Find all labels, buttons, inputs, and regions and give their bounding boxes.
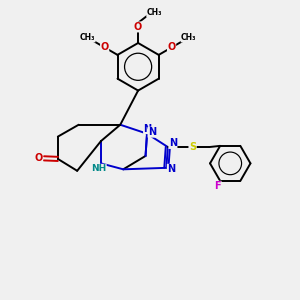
Text: O: O	[100, 43, 109, 52]
Text: NH: NH	[91, 164, 106, 173]
Text: F: F	[214, 181, 221, 191]
Text: N: N	[148, 127, 156, 137]
Text: N: N	[144, 124, 152, 134]
Text: N: N	[169, 139, 177, 148]
Text: O: O	[34, 153, 43, 163]
Text: O: O	[167, 43, 176, 52]
Text: N: N	[167, 164, 175, 174]
Text: S: S	[189, 142, 196, 152]
Text: CH₃: CH₃	[147, 8, 162, 17]
Text: CH₃: CH₃	[80, 33, 95, 42]
Text: O: O	[134, 22, 142, 32]
Text: CH₃: CH₃	[181, 33, 196, 42]
